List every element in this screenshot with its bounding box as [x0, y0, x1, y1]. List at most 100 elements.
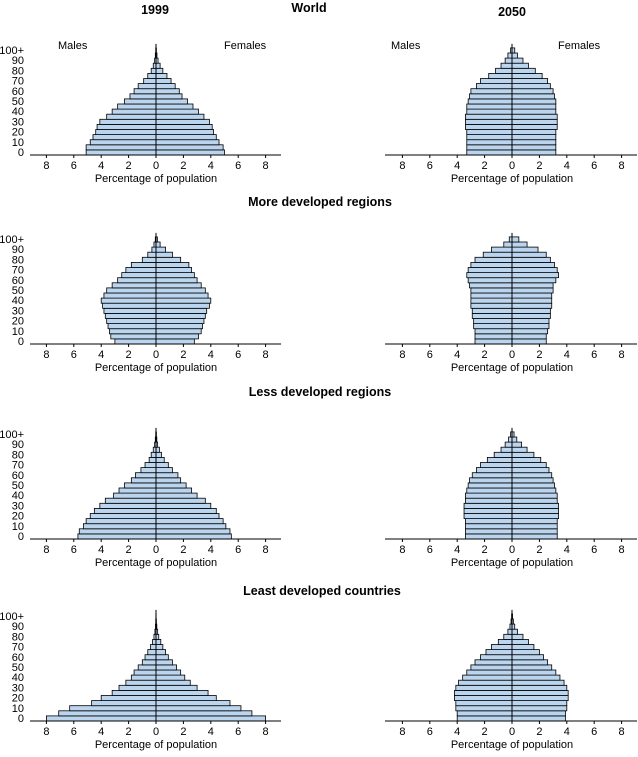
male-bar-20-24: [454, 695, 513, 701]
female-bar-90-94: [511, 441, 522, 448]
female-bar-60-64: [511, 472, 553, 479]
y-tick-label: 50: [12, 285, 24, 297]
x-tick-label: 2: [482, 544, 488, 556]
male-bar-70-74: [143, 78, 157, 84]
y-tick-label: 10: [12, 703, 24, 715]
row-title-less-developed: Less developed regions: [249, 385, 391, 399]
x-axis-label: Percentage of population: [95, 557, 217, 569]
male-bar-10-14: [466, 139, 513, 146]
x-tick-label: 4: [98, 160, 104, 172]
male-bar-35-39: [102, 302, 157, 309]
female-bar-10-14: [511, 523, 558, 530]
x-tick-label: 8: [263, 544, 269, 556]
female-bar-0-4: [511, 149, 557, 156]
x-tick-label: 4: [208, 726, 214, 738]
female-bar-5-9: [511, 333, 547, 340]
male-bar-20-24: [89, 513, 157, 519]
x-tick-label: 2: [126, 544, 132, 556]
male-bar-20-24: [100, 695, 157, 701]
male-bar-85-89: [500, 446, 513, 453]
y-tick-label: 30: [12, 500, 24, 512]
y-tick-label: 10: [12, 521, 24, 533]
female-bar-35-39: [511, 679, 565, 686]
male-bar-25-29: [93, 507, 157, 514]
female-bar-0-4: [155, 533, 232, 540]
x-tick-label: 6: [71, 349, 77, 361]
male-bar-80-84: [141, 256, 157, 263]
female-bar-10-14: [511, 705, 568, 712]
y-tick-label: 70: [12, 642, 24, 654]
male-bar-65-69: [147, 649, 157, 656]
y-tick-label: 30: [12, 305, 24, 317]
y-tick-label: 50: [12, 480, 24, 492]
x-tick-label: 2: [536, 726, 542, 738]
male-bar-5-9: [85, 144, 157, 151]
female-bar-0-4: [511, 338, 547, 345]
female-bar-30-34: [155, 502, 212, 509]
y-tick-label: 100+: [0, 45, 24, 57]
male-bar-40-44: [113, 492, 157, 499]
male-bar-5-9: [466, 144, 513, 151]
male-bar-50-54: [470, 664, 513, 671]
male-bar-35-39: [458, 679, 513, 686]
y-tick-label: 30: [12, 116, 24, 128]
x-tick-label: 6: [71, 726, 77, 738]
female-bar-55-59: [511, 282, 554, 289]
female-bar-75-79: [511, 73, 543, 79]
male-bar-55-59: [141, 659, 157, 666]
female-bar-40-44: [155, 492, 198, 499]
male-bar-25-29: [465, 124, 513, 130]
female-bar-30-34: [511, 684, 568, 691]
female-bar-30-34: [511, 307, 551, 314]
male-bar-60-64: [467, 277, 513, 284]
male-bar-5-9: [78, 528, 157, 535]
y-tick-label: 90: [12, 244, 24, 256]
female-bar-25-29: [155, 124, 213, 130]
x-axis-label: Percentage of population: [451, 739, 573, 751]
male-bar-70-74: [144, 462, 157, 468]
female-bar-50-54: [511, 664, 553, 671]
female-bar-0-4: [511, 715, 566, 722]
male-bar-50-54: [124, 482, 157, 489]
male-bar-85-89: [482, 251, 513, 258]
male-bar-10-14: [465, 523, 513, 530]
female-bar-55-59: [155, 477, 182, 484]
female-bar-55-59: [155, 282, 202, 289]
male-bar-10-14: [82, 523, 157, 530]
female-bar-95-99: [511, 241, 528, 248]
male-bar-10-14: [455, 705, 513, 712]
female-bar-30-34: [155, 307, 208, 314]
female-bar-45-49: [511, 103, 557, 110]
male-bar-60-64: [480, 654, 513, 661]
x-tick-label: 8: [43, 726, 49, 738]
male-bar-85-89: [507, 628, 513, 635]
female-bar-10-14: [155, 705, 242, 712]
female-bar-70-74: [511, 78, 549, 84]
male-bar-5-9: [58, 710, 157, 717]
y-tick-label: 90: [12, 439, 24, 451]
male-bar-65-69: [475, 83, 513, 90]
x-tick-label: 6: [235, 160, 241, 172]
female-bar-70-74: [155, 78, 172, 84]
male-bar-70-74: [150, 644, 157, 650]
x-tick-label: 0: [153, 726, 159, 738]
female-bar-60-64: [511, 88, 554, 95]
x-tick-label: 6: [235, 349, 241, 361]
male-bar-25-29: [454, 690, 513, 696]
y-tick-label: 0: [18, 147, 24, 159]
x-tick-label: 8: [263, 160, 269, 172]
female-bar-25-29: [155, 507, 217, 514]
x-tick-label: 0: [153, 160, 159, 172]
female-bar-20-24: [155, 695, 217, 701]
male-bar-65-69: [137, 83, 157, 90]
row-title-least-developed: Least developed countries: [243, 584, 401, 598]
male-bar-75-79: [488, 73, 513, 79]
female-bar-25-29: [155, 690, 209, 696]
female-bar-95-99: [155, 241, 161, 248]
x-tick-label: 2: [482, 726, 488, 738]
y-tick-label: 50: [12, 96, 24, 108]
male-bar-95-99: [507, 52, 513, 59]
female-bar-70-74: [155, 267, 193, 273]
female-bar-40-44: [511, 492, 558, 499]
